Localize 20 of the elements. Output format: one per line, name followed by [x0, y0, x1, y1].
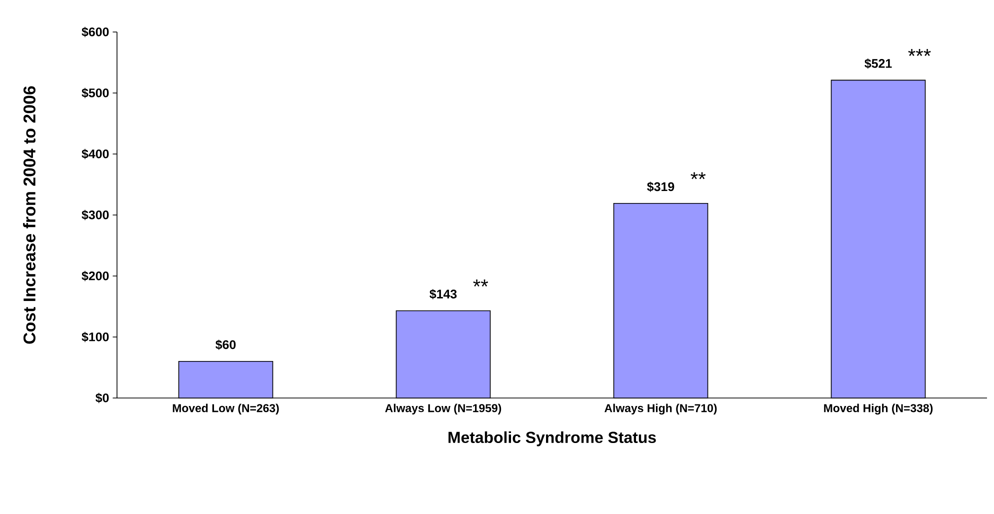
y-tick-label: $200	[82, 270, 109, 282]
y-tick-label: $300	[82, 210, 109, 220]
y-tick-label: $0	[96, 392, 109, 404]
x-axis-title: Metabolic Syndrome Status	[448, 431, 656, 446]
data-label: $143	[430, 289, 457, 300]
annotation: ***	[908, 48, 931, 56]
y-axis-title: Cost Increase from 2004 to 2006	[23, 86, 36, 344]
x-tick-label: Moved Low (N=263)	[172, 404, 279, 414]
y-tick-label: $400	[82, 148, 109, 160]
data-label: $521	[864, 58, 892, 69]
x-tick-label: Always High (N=710)	[604, 404, 717, 414]
data-label: $60	[216, 340, 236, 350]
y-tick-label: $600	[82, 26, 109, 38]
x-tick-label: Always Low (N=1959)	[385, 404, 502, 414]
x-tick-label: Moved High (N=338)	[824, 404, 933, 414]
y-tick-label: $100	[82, 332, 109, 342]
annotation: **	[473, 280, 488, 287]
annotation: **	[690, 172, 706, 180]
y-tick-label: $500	[82, 88, 109, 98]
data-label: $319	[647, 182, 674, 192]
